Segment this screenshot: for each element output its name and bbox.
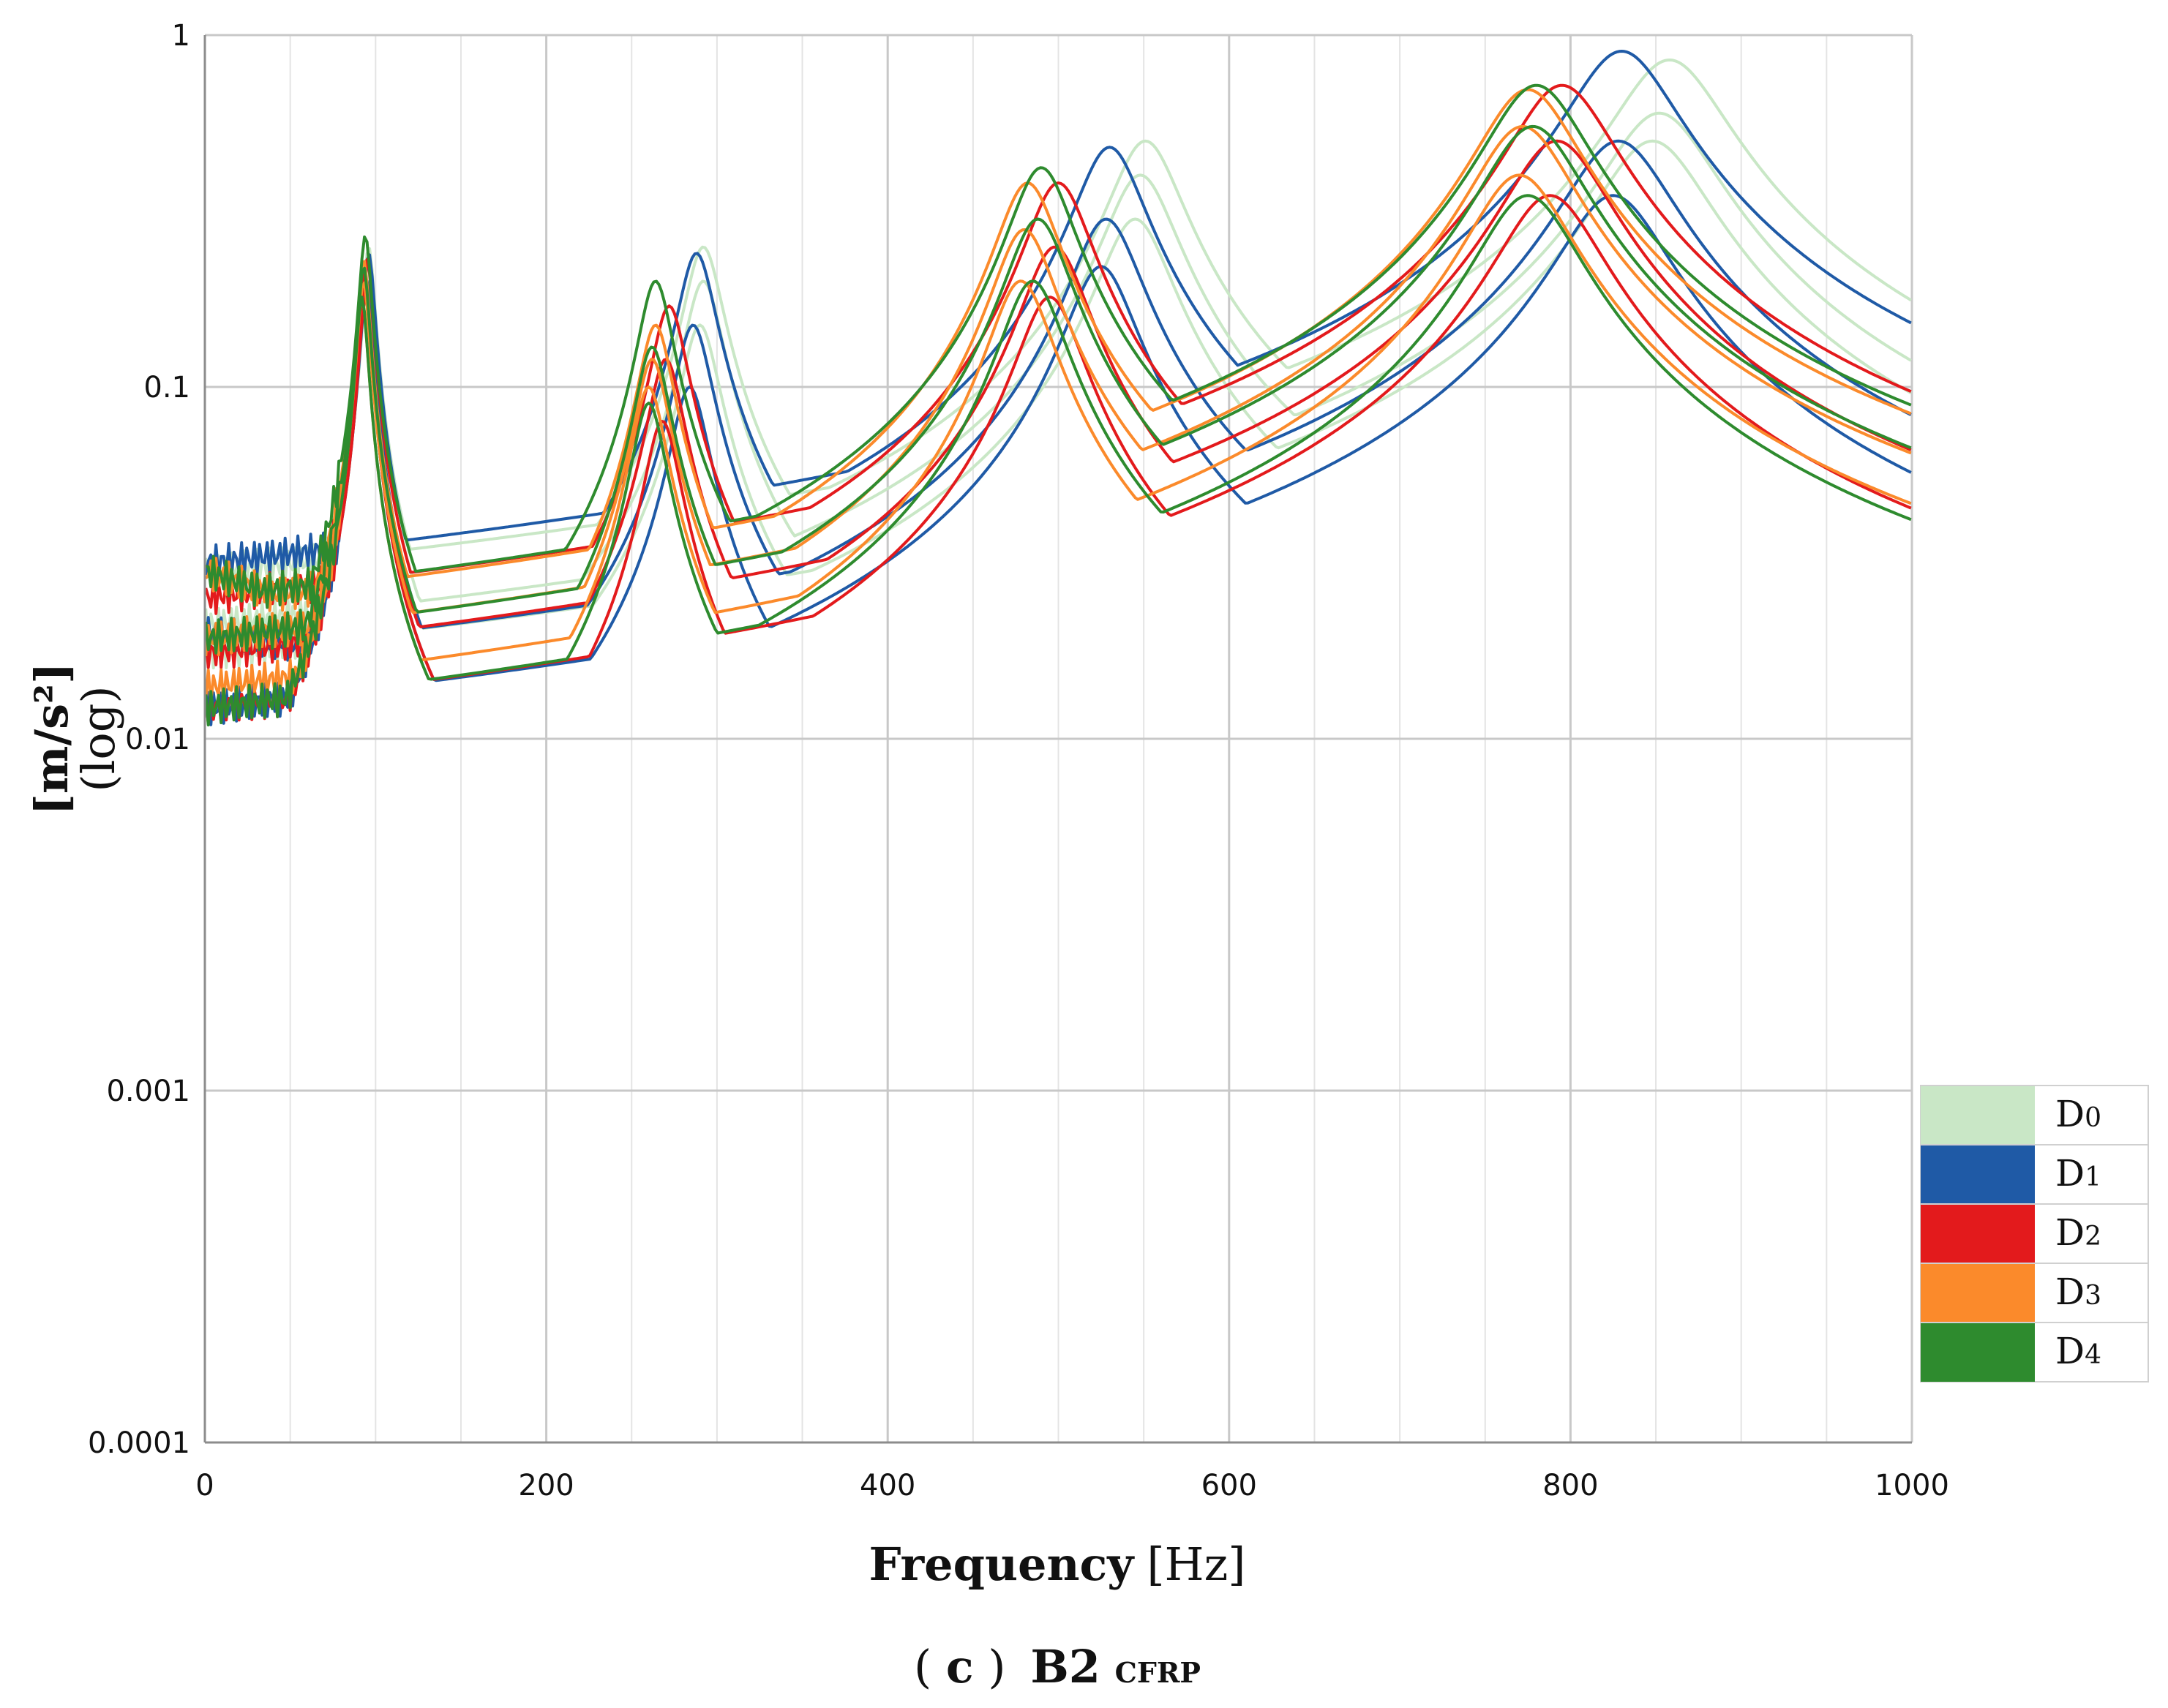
grid-layer [205, 34, 1913, 1442]
legend-swatch-D4 [1921, 1323, 2035, 1382]
legend-label-sub: 0 [2085, 1103, 2101, 1133]
series-line-D4-b [204, 124, 1912, 655]
legend-label-D3: D3 [2055, 1271, 2101, 1313]
legend-label-sub: 4 [2085, 1340, 2101, 1370]
y-tick-label: 0.01 [125, 723, 190, 756]
legend-label-D0: D0 [2055, 1093, 2101, 1135]
figure-caption: ( c ) B2 CFRP [914, 1640, 1201, 1693]
x-axis-title-unit: [Hz] [1147, 1538, 1245, 1591]
x-tick-label: 600 [1201, 1469, 1257, 1502]
series-line-D4-a [205, 83, 1912, 609]
series-line-D4-c [204, 194, 1912, 727]
series-line-D1-c [204, 194, 1912, 726]
legend-label-base: D [2055, 1211, 2085, 1254]
series-line-D3-c [204, 173, 1912, 705]
legend-label-base: D [2055, 1271, 2085, 1313]
series-line-D1-b [204, 139, 1912, 662]
series-line-D1-a [204, 50, 1912, 580]
legend-swatch-D0 [1921, 1086, 2035, 1145]
legend-swatch-D1 [1921, 1145, 2035, 1204]
y-tick-label: 1 [172, 19, 190, 53]
y-axis-title-line1: [m/s²] [25, 663, 78, 816]
x-tick-label: 1000 [1875, 1469, 1949, 1502]
legend-swatch-D3 [1921, 1263, 2035, 1323]
legend-label-base: D [2055, 1330, 2085, 1372]
x-axis-title-bold: Frequency [869, 1538, 1136, 1591]
x-axis-title: Frequency [Hz] [869, 1538, 1246, 1591]
legend-label-D4: D4 [2055, 1330, 2101, 1372]
legend-label-sub: 3 [2085, 1281, 2101, 1311]
legend-label-sub: 2 [2085, 1222, 2101, 1252]
caption-paren-close: ) [988, 1640, 1005, 1693]
series-layer [204, 50, 1912, 727]
x-tick-label: 800 [1542, 1469, 1598, 1502]
legend-label-base: D [2055, 1152, 2085, 1195]
caption-letter: c [946, 1640, 974, 1693]
axes-layer [203, 35, 1912, 1444]
x-tick-label: 0 [195, 1469, 214, 1502]
caption-main: B2 [1030, 1640, 1100, 1693]
y-tick-label: 0.1 [143, 371, 190, 405]
ticks-layer: 0 200 400 600 800 1000 1 0.1 0.01 0.001 0.0001 [88, 19, 1949, 1502]
series-line-D3-a [204, 88, 1912, 612]
caption-sub: CFRP [1115, 1656, 1201, 1689]
legend-label-base: D [2055, 1093, 2085, 1135]
legend-label-sub: 1 [2085, 1162, 2101, 1192]
legend-label-D1: D1 [2055, 1152, 2101, 1195]
y-axis-title: [m/s²] (log) [25, 663, 125, 816]
x-tick-label: 200 [518, 1469, 574, 1502]
y-tick-label: 0.001 [106, 1075, 190, 1108]
y-axis-title-line2: (log) [72, 685, 125, 791]
y-tick-label: 0.0001 [88, 1426, 190, 1460]
caption-paren-open: ( [914, 1640, 931, 1693]
x-tick-label: 400 [860, 1469, 915, 1502]
legend-swatch-D2 [1921, 1204, 2035, 1263]
legend-label-D2: D2 [2055, 1211, 2101, 1254]
